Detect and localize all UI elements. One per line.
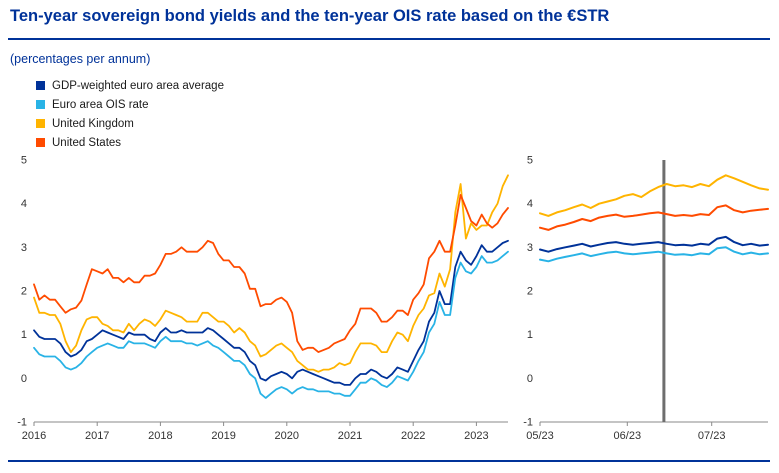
chart-svg: -1 0 1 2 3 4 5 05/23 06/23 07/23 <box>523 155 769 442</box>
y-tick-label: 2 <box>527 286 533 298</box>
page-title: Ten-year sovereign bond yields and the t… <box>10 7 610 25</box>
chart-zoom-panel: -1 0 1 2 3 4 5 05/23 06/23 07/23 <box>514 148 774 456</box>
footer-divider <box>8 460 770 462</box>
series-line-gdp-weighted-euro-area-average <box>33 239 509 386</box>
y-tick-label: 0 <box>21 373 27 385</box>
legend-swatch <box>36 119 45 128</box>
series-line-gdp-weighted-euro-area-average <box>539 235 769 253</box>
chart-main-panel: -1 0 1 2 3 4 5 2016 2017 2018 2019 2020 2021 2022 2023 <box>6 148 514 456</box>
y-tick-label: 1 <box>21 329 27 341</box>
x-tick-label: 2021 <box>338 430 362 442</box>
chart-svg: -1 0 1 2 3 4 5 2016 2017 2018 2019 2020 2021 2022 2023 <box>17 155 509 442</box>
x-tick-label: 06/23 <box>614 430 642 442</box>
y-tick-label: 5 <box>527 155 533 167</box>
y-tick-label: 3 <box>21 242 27 254</box>
y-tick-label: 4 <box>527 198 533 210</box>
y-tick-label: 3 <box>527 242 533 254</box>
x-tick-label: 2019 <box>211 430 235 442</box>
legend-swatch <box>36 81 45 90</box>
x-tick-label: 2016 <box>22 430 46 442</box>
series-line-united-kingdom <box>33 174 509 373</box>
y-tick-label: 5 <box>21 155 27 167</box>
x-tick-label: 2022 <box>401 430 425 442</box>
series-line-euro-area-ois-rate <box>539 246 769 263</box>
legend-item-united-kingdom: United Kingdom <box>36 114 224 133</box>
series-line-united-kingdom <box>539 174 769 217</box>
x-tick-label: 07/23 <box>698 430 726 442</box>
legend: GDP-weighted euro area average Euro area … <box>36 76 224 152</box>
legend-swatch <box>36 100 45 109</box>
y-tick-label: 4 <box>21 198 27 210</box>
x-tick-label: 2020 <box>275 430 299 442</box>
chart-subtitle: (percentages per annum) <box>10 52 151 66</box>
legend-item-euro-area-ois-rate: Euro area OIS rate <box>36 95 224 114</box>
title-divider <box>8 38 770 40</box>
y-tick-label: 2 <box>21 286 27 298</box>
x-tick-label: 2017 <box>85 430 109 442</box>
legend-swatch <box>36 138 45 147</box>
series-line-united-states <box>33 194 509 354</box>
legend-label: Euro area OIS rate <box>52 98 149 111</box>
x-tick-label: 05/23 <box>526 430 554 442</box>
series-line-united-states <box>539 204 769 231</box>
legend-label: United Kingdom <box>52 117 134 130</box>
legend-item-gdp-weighted-euro-area-average: GDP-weighted euro area average <box>36 76 224 95</box>
x-tick-label: 2018 <box>148 430 172 442</box>
y-tick-label: 1 <box>527 329 533 341</box>
y-tick-label: -1 <box>523 417 533 429</box>
legend-item-united-states: United States <box>36 133 224 152</box>
legend-label: United States <box>52 136 122 149</box>
y-tick-label: 0 <box>527 373 533 385</box>
series-line-euro-area-ois-rate <box>33 250 509 399</box>
y-tick-label: -1 <box>17 417 27 429</box>
x-tick-label: 2023 <box>464 430 488 442</box>
legend-label: GDP-weighted euro area average <box>52 79 224 92</box>
